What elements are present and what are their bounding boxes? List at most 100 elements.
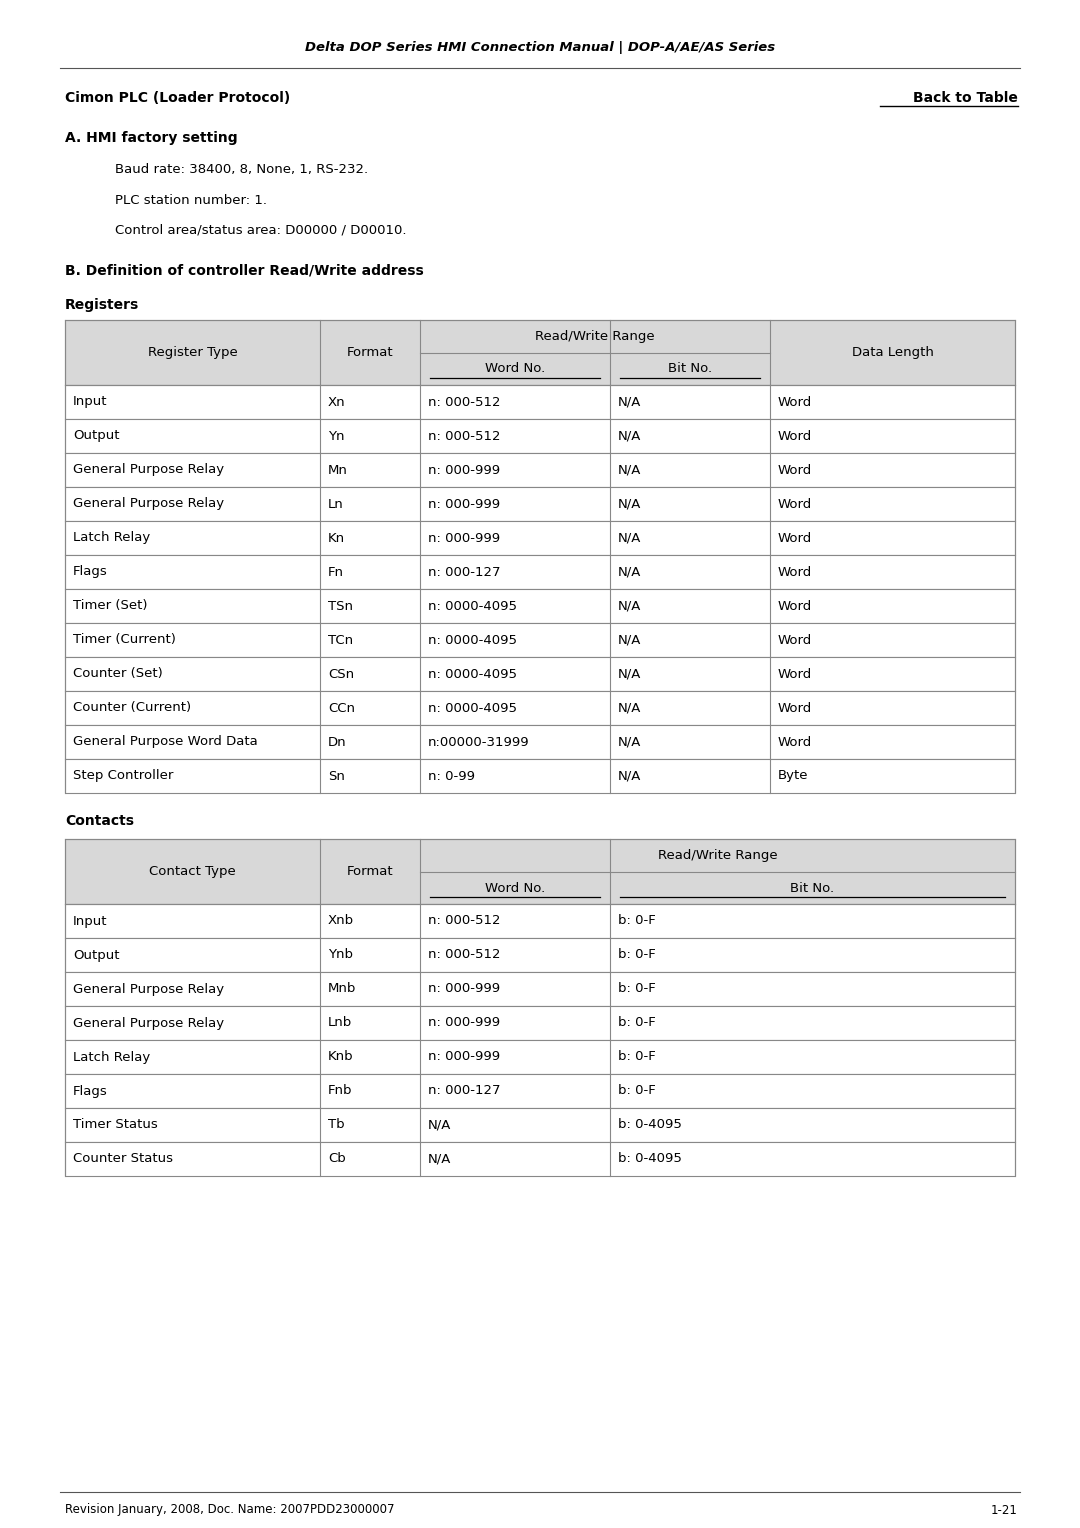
Text: N/A: N/A (428, 1118, 451, 1132)
Text: N/A: N/A (618, 634, 642, 646)
Text: Xn: Xn (328, 396, 346, 408)
Text: Fn: Fn (328, 565, 345, 579)
Text: Fnb: Fnb (328, 1085, 352, 1097)
Text: b: 0-F: b: 0-F (618, 983, 656, 996)
Bar (65, 419, 1015, 452)
Text: Format: Format (347, 345, 393, 359)
Text: b: 0-4095: b: 0-4095 (618, 1152, 681, 1166)
Text: n: 0000-4095: n: 0000-4095 (428, 701, 517, 715)
Text: TCn: TCn (328, 634, 353, 646)
Text: Read/Write Range: Read/Write Range (536, 330, 654, 342)
Text: Mnb: Mnb (328, 983, 356, 996)
Text: Word: Word (778, 599, 812, 613)
Text: Yn: Yn (328, 429, 345, 443)
Text: General Purpose Relay: General Purpose Relay (73, 1016, 225, 1030)
Text: n: 000-512: n: 000-512 (428, 429, 500, 443)
Text: Word: Word (778, 668, 812, 680)
Text: n: 000-512: n: 000-512 (428, 914, 500, 927)
Bar (65, 938, 1015, 972)
Text: Counter (Set): Counter (Set) (73, 668, 163, 680)
Text: Word: Word (778, 396, 812, 408)
Text: Baud rate: 38400, 8, None, 1, RS-232.: Baud rate: 38400, 8, None, 1, RS-232. (114, 163, 368, 177)
Text: General Purpose Word Data: General Purpose Word Data (73, 735, 258, 749)
Text: Bit No.: Bit No. (667, 362, 712, 376)
Text: Word: Word (778, 634, 812, 646)
Text: b: 0-4095: b: 0-4095 (618, 1118, 681, 1132)
Text: General Purpose Relay: General Purpose Relay (73, 463, 225, 477)
Text: n: 000-999: n: 000-999 (428, 1016, 500, 1030)
Text: Control area/status area: D00000 / D00010.: Control area/status area: D00000 / D0001… (114, 223, 406, 237)
Text: Xnb: Xnb (328, 914, 354, 927)
Text: N/A: N/A (618, 599, 642, 613)
Text: B. Definition of controller Read/Write address: B. Definition of controller Read/Write a… (65, 263, 423, 277)
Text: Registers: Registers (65, 298, 139, 312)
Bar (65, 487, 1015, 521)
Text: n: 000-999: n: 000-999 (428, 532, 500, 544)
Text: Input: Input (73, 914, 108, 927)
Bar (65, 588, 1015, 623)
Text: Timer (Set): Timer (Set) (73, 599, 148, 613)
Text: Output: Output (73, 949, 120, 961)
Text: Cimon PLC (Loader Protocol): Cimon PLC (Loader Protocol) (65, 92, 291, 105)
Bar (65, 555, 1015, 588)
Text: Lnb: Lnb (328, 1016, 352, 1030)
Text: Format: Format (347, 865, 393, 879)
Text: Word: Word (778, 565, 812, 579)
Text: b: 0-F: b: 0-F (618, 1016, 656, 1030)
Text: PLC station number: 1.: PLC station number: 1. (114, 194, 267, 206)
Text: Knb: Knb (328, 1051, 353, 1063)
Text: n: 000-127: n: 000-127 (428, 1085, 500, 1097)
Text: Mn: Mn (328, 463, 348, 477)
Text: b: 0-F: b: 0-F (618, 1051, 656, 1063)
Text: Byte: Byte (778, 770, 809, 782)
Text: TSn: TSn (328, 599, 353, 613)
Text: N/A: N/A (618, 396, 642, 408)
Text: n: 000-999: n: 000-999 (428, 498, 500, 510)
Text: Kn: Kn (328, 532, 346, 544)
Bar (65, 839, 1015, 905)
Text: Register Type: Register Type (148, 345, 238, 359)
Text: CSn: CSn (328, 668, 354, 680)
Text: n: 000-512: n: 000-512 (428, 949, 500, 961)
Text: Data Length: Data Length (851, 345, 933, 359)
Bar (65, 521, 1015, 555)
Text: n:00000-31999: n:00000-31999 (428, 735, 529, 749)
Text: Step Controller: Step Controller (73, 770, 174, 782)
Text: CCn: CCn (328, 701, 355, 715)
Bar (65, 905, 1015, 938)
Bar (65, 1074, 1015, 1108)
Text: Word: Word (778, 463, 812, 477)
Text: N/A: N/A (618, 532, 642, 544)
Text: n: 000-999: n: 000-999 (428, 983, 500, 996)
Text: Counter Status: Counter Status (73, 1152, 173, 1166)
Text: n: 000-999: n: 000-999 (428, 1051, 500, 1063)
Bar (65, 1108, 1015, 1141)
Text: 1-21: 1-21 (991, 1504, 1018, 1516)
Text: Delta DOP Series HMI Connection Manual | DOP-A/AE/AS Series: Delta DOP Series HMI Connection Manual |… (305, 41, 775, 55)
Text: Timer Status: Timer Status (73, 1118, 158, 1132)
Text: n: 0000-4095: n: 0000-4095 (428, 599, 517, 613)
Text: N/A: N/A (428, 1152, 451, 1166)
Text: Contacts: Contacts (65, 814, 134, 828)
Text: N/A: N/A (618, 498, 642, 510)
Text: Output: Output (73, 429, 120, 443)
Bar (65, 1141, 1015, 1177)
Bar (65, 972, 1015, 1005)
Text: Latch Relay: Latch Relay (73, 1051, 150, 1063)
Text: n: 0000-4095: n: 0000-4095 (428, 634, 517, 646)
Text: Word No.: Word No. (485, 362, 545, 376)
Text: N/A: N/A (618, 429, 642, 443)
Text: Cb: Cb (328, 1152, 346, 1166)
Text: n: 000-512: n: 000-512 (428, 396, 500, 408)
Text: n: 0-99: n: 0-99 (428, 770, 475, 782)
Bar (65, 623, 1015, 657)
Text: Input: Input (73, 396, 108, 408)
Text: b: 0-F: b: 0-F (618, 914, 656, 927)
Bar (65, 319, 1015, 385)
Text: Flags: Flags (73, 1085, 108, 1097)
Text: N/A: N/A (618, 668, 642, 680)
Text: Timer (Current): Timer (Current) (73, 634, 176, 646)
Text: n: 0000-4095: n: 0000-4095 (428, 668, 517, 680)
Text: Word No.: Word No. (485, 882, 545, 894)
Text: Contact Type: Contact Type (149, 865, 235, 879)
